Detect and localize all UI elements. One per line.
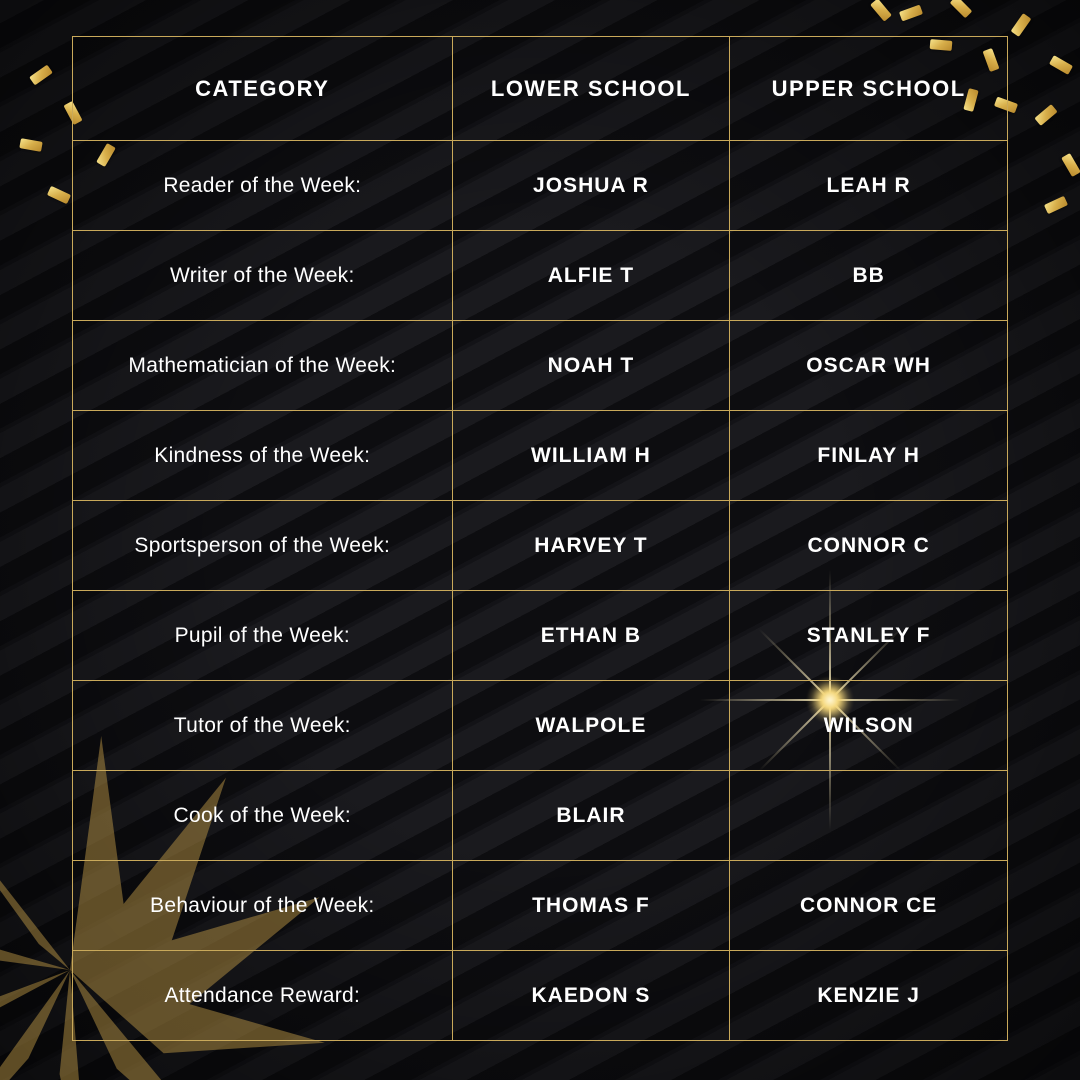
lower-school-cell: JOSHUA R [452,141,730,231]
lower-school-cell: THOMAS F [452,861,730,951]
category-cell: Kindness of the Week: [73,411,453,501]
table-row: Behaviour of the Week:THOMAS FCONNOR CE [73,861,1008,951]
upper-school-cell: STANLEY F [730,591,1008,681]
upper-school-cell: CONNOR C [730,501,1008,591]
lower-school-cell: ETHAN B [452,591,730,681]
upper-school-cell: KENZIE J [730,951,1008,1041]
table-row: Kindness of the Week:WILLIAM HFINLAY H [73,411,1008,501]
category-cell: Cook of the Week: [73,771,453,861]
lower-school-cell: BLAIR [452,771,730,861]
upper-school-cell: BB [730,231,1008,321]
col-header-upper-school: UPPER SCHOOL [730,37,1008,141]
category-cell: Pupil of the Week: [73,591,453,681]
upper-school-cell: WILSON [730,681,1008,771]
upper-school-cell: OSCAR WH [730,321,1008,411]
category-cell: Sportsperson of the Week: [73,501,453,591]
upper-school-cell: LEAH R [730,141,1008,231]
col-header-category: CATEGORY [73,37,453,141]
upper-school-cell: CONNOR CE [730,861,1008,951]
lower-school-cell: HARVEY T [452,501,730,591]
category-cell: Writer of the Week: [73,231,453,321]
col-header-lower-school: LOWER SCHOOL [452,37,730,141]
category-cell: Tutor of the Week: [73,681,453,771]
table-row: Mathematician of the Week:NOAH TOSCAR WH [73,321,1008,411]
lower-school-cell: ALFIE T [452,231,730,321]
category-cell: Behaviour of the Week: [73,861,453,951]
table-header-row: CATEGORY LOWER SCHOOL UPPER SCHOOL [73,37,1008,141]
table-row: Tutor of the Week:WALPOLEWILSON [73,681,1008,771]
table-row: Writer of the Week:ALFIE TBB [73,231,1008,321]
lower-school-cell: WALPOLE [452,681,730,771]
table-row: Cook of the Week:BLAIR [73,771,1008,861]
table-row: Pupil of the Week:ETHAN BSTANLEY F [73,591,1008,681]
lower-school-cell: NOAH T [452,321,730,411]
table-row: Sportsperson of the Week:HARVEY TCONNOR … [73,501,1008,591]
table-row: Reader of the Week:JOSHUA RLEAH R [73,141,1008,231]
category-cell: Attendance Reward: [73,951,453,1041]
lower-school-cell: KAEDON S [452,951,730,1041]
category-cell: Mathematician of the Week: [73,321,453,411]
lower-school-cell: WILLIAM H [452,411,730,501]
category-cell: Reader of the Week: [73,141,453,231]
table-row: Attendance Reward:KAEDON SKENZIE J [73,951,1008,1041]
upper-school-cell [730,771,1008,861]
upper-school-cell: FINLAY H [730,411,1008,501]
awards-table: CATEGORY LOWER SCHOOL UPPER SCHOOL Reade… [72,36,1008,1041]
